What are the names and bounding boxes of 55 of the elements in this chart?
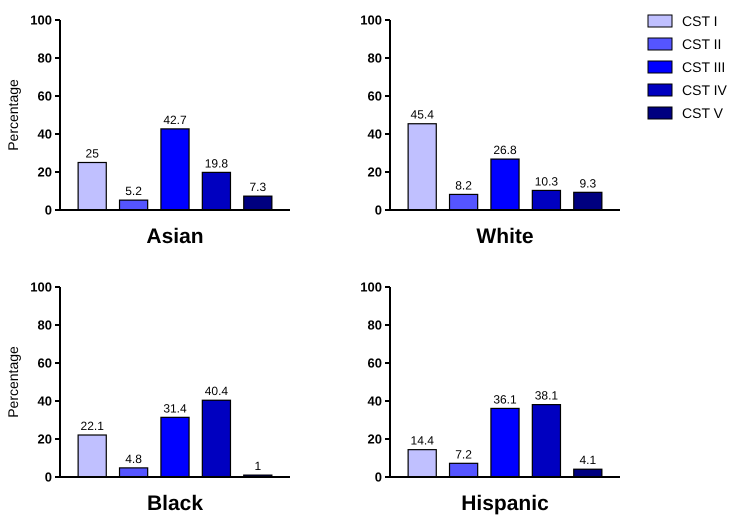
data-label: 19.8 bbox=[204, 156, 228, 170]
data-label: 8.2 bbox=[455, 178, 472, 192]
y-tick-label: 80 bbox=[368, 50, 382, 66]
y-tick-label: 100 bbox=[30, 12, 52, 28]
y-tick-label: 20 bbox=[38, 164, 52, 180]
y-tick-label: 60 bbox=[38, 88, 52, 104]
text: Black bbox=[146, 492, 204, 515]
legend-label: CST III bbox=[682, 58, 726, 75]
y-tick-label: 100 bbox=[360, 12, 382, 28]
y-tick-label: 40 bbox=[38, 394, 52, 409]
text: White bbox=[476, 225, 534, 248]
legend-label: CST IV bbox=[682, 82, 728, 98]
data-label: 10.3 bbox=[534, 174, 558, 188]
data-label: 1 bbox=[254, 459, 262, 474]
legend-label: CST I bbox=[682, 12, 718, 29]
data-label: 4.8 bbox=[125, 452, 142, 466]
y-tick-label: 40 bbox=[368, 394, 382, 409]
y-tick-label: 0 bbox=[44, 470, 52, 485]
data-label: 45.4 bbox=[410, 108, 434, 122]
y-tick-label: 80 bbox=[38, 318, 52, 333]
data-label: 14.4 bbox=[410, 434, 434, 448]
data-label: 36.1 bbox=[493, 392, 517, 406]
y-axis-title: Percentage bbox=[5, 346, 21, 418]
data-label: 42.7 bbox=[163, 112, 187, 127]
data-label: 38.1 bbox=[534, 388, 558, 403]
data-label: 9.3 bbox=[579, 176, 596, 190]
y-tick-label: 80 bbox=[368, 318, 382, 333]
text: Asian bbox=[146, 225, 204, 248]
y-tick-label: 100 bbox=[360, 280, 382, 295]
y-tick-label: 0 bbox=[374, 202, 382, 218]
y-tick-label: 20 bbox=[368, 164, 382, 180]
y-tick-label: 60 bbox=[368, 88, 382, 104]
y-tick-label: 40 bbox=[368, 126, 382, 142]
legend-label: CST V bbox=[682, 104, 724, 121]
data-label: 4.1 bbox=[579, 453, 596, 468]
y-tick-label: 60 bbox=[38, 356, 52, 371]
data-label: 25 bbox=[86, 146, 100, 160]
y-tick-label: 0 bbox=[374, 470, 382, 485]
y-tick-label: 60 bbox=[368, 356, 382, 371]
legend-label: CST II bbox=[682, 36, 722, 52]
data-label: 7.2 bbox=[455, 447, 472, 462]
y-tick-label: 80 bbox=[38, 50, 52, 66]
y-tick-label: 40 bbox=[38, 126, 52, 142]
y-axis-title: Percentage bbox=[5, 78, 21, 151]
data-label: 26.8 bbox=[493, 143, 517, 158]
data-label: 40.4 bbox=[204, 384, 228, 398]
y-tick-label: 20 bbox=[368, 432, 382, 447]
data-label: 7.3 bbox=[249, 180, 266, 194]
data-label: 31.4 bbox=[163, 401, 187, 416]
text: Hispanic bbox=[461, 492, 550, 515]
y-tick-label: 100 bbox=[30, 280, 52, 295]
data-label: 22.1 bbox=[80, 419, 104, 434]
y-tick-label: 20 bbox=[38, 432, 52, 447]
y-tick-label: 0 bbox=[44, 202, 52, 218]
data-label: 5.2 bbox=[125, 184, 142, 198]
